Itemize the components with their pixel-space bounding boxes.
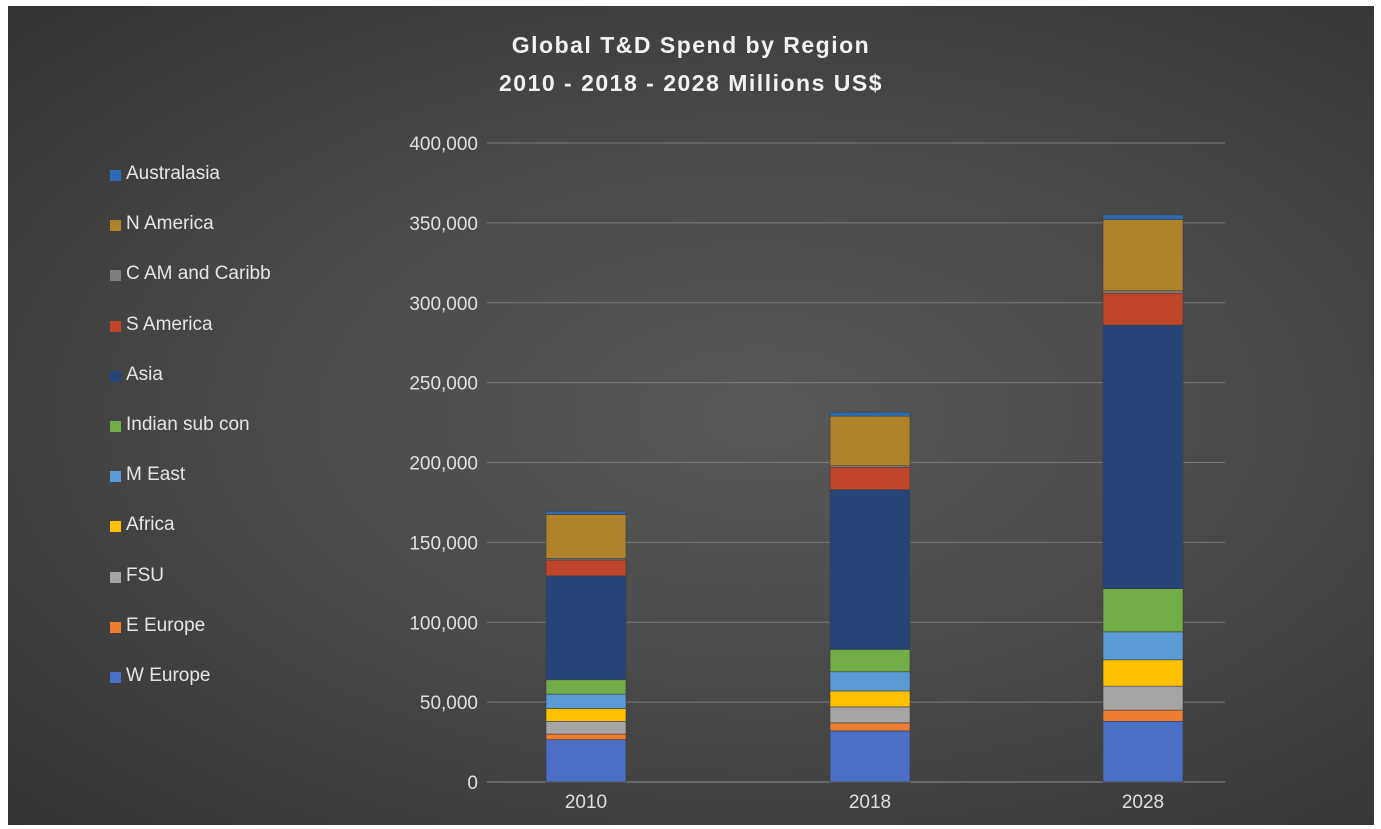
bar-segment — [1102, 324, 1184, 590]
bar-segment — [829, 415, 911, 466]
legend-label: E Europe — [126, 614, 206, 636]
legend-label: Indian sub con — [126, 414, 250, 435]
bar-segment — [545, 693, 627, 709]
bar-segment — [829, 489, 911, 650]
bar-segment — [1102, 588, 1184, 633]
bar-segment — [1102, 685, 1184, 711]
legend-label: N America — [126, 213, 214, 235]
x-tick-label: 2028 — [1122, 792, 1164, 813]
bar-segment — [545, 514, 627, 559]
legend-label: Africa — [126, 514, 175, 536]
bar-segment — [545, 739, 627, 783]
bar-segment — [545, 708, 627, 722]
y-tick-label: 250,000 — [409, 374, 478, 395]
legend-swatch — [110, 621, 121, 633]
legend-label: Asia — [126, 363, 163, 385]
y-tick-label: 100,000 — [409, 613, 478, 634]
bar-segment — [1102, 720, 1184, 783]
legend-label: M East — [126, 464, 186, 486]
y-tick-label: 200,000 — [409, 454, 478, 475]
x-tick-label: 2018 — [849, 792, 891, 813]
legend-swatch — [110, 320, 121, 332]
bar-segment — [829, 649, 911, 673]
bar-segment — [545, 559, 627, 577]
chart-subtitle: 2010 - 2018 - 2028 Millions US$ — [498, 70, 883, 96]
bar-segment — [1102, 709, 1184, 722]
chart-title: Global T&D Spend by Region — [511, 32, 871, 58]
bar-segment — [545, 679, 627, 695]
bar-segment — [545, 510, 627, 515]
legend-swatch — [110, 170, 121, 181]
legend-swatch — [110, 672, 121, 683]
legend-swatch — [110, 421, 121, 432]
legend-swatch — [110, 571, 121, 583]
bar-segment — [1102, 290, 1184, 294]
bar-segment — [829, 411, 911, 417]
bar-segment — [545, 733, 627, 740]
y-tick-label: 0 — [467, 773, 478, 794]
bar-segment — [1102, 292, 1184, 326]
bar-segment — [545, 575, 627, 681]
legend-swatch — [110, 471, 121, 483]
legend-label: Australasia — [126, 163, 220, 184]
y-tick-label: 400,000 — [409, 134, 478, 155]
legend-swatch — [110, 521, 121, 533]
bar-segment — [829, 690, 911, 708]
bar-segment — [829, 706, 911, 724]
bar-segment — [829, 671, 911, 692]
legend-label: C AM and Caribb — [126, 263, 271, 285]
bar-segment — [1102, 219, 1184, 292]
bar-segment — [1102, 659, 1184, 687]
y-tick-label: 300,000 — [409, 294, 478, 315]
legend-label: S America — [126, 313, 213, 335]
y-tick-label: 150,000 — [409, 533, 478, 554]
x-tick-label: 2010 — [565, 792, 607, 813]
y-tick-label: 350,000 — [409, 214, 478, 235]
y-tick-label: 50,000 — [420, 693, 478, 714]
legend-swatch — [110, 270, 121, 282]
bar-segment — [829, 722, 911, 732]
legend-swatch — [110, 220, 121, 232]
bar-segment — [829, 466, 911, 490]
bar-segment — [829, 730, 911, 783]
legend-swatch — [110, 370, 121, 382]
bar-segment — [1102, 631, 1184, 661]
bar-segment — [545, 720, 627, 735]
bar-segment — [1102, 214, 1184, 220]
legend-label: FSU — [126, 564, 164, 586]
legend-label: W Europe — [126, 665, 211, 686]
